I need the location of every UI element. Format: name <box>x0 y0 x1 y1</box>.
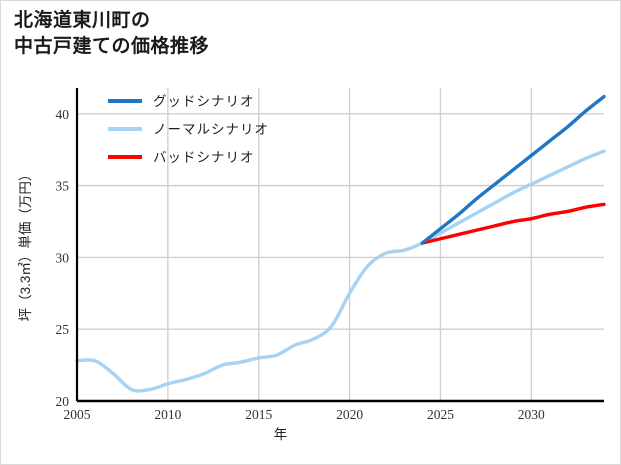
x-tick-label: 2005 <box>64 407 91 422</box>
series-line-バッドシナリオ <box>420 202 606 245</box>
x-tick-label: 2030 <box>518 407 545 422</box>
y-tick-label: 40 <box>56 107 70 122</box>
y-tick-label: 20 <box>56 394 70 409</box>
y-tick-label: 25 <box>56 322 70 337</box>
y-axis-title: 坪（3.3㎡）単価（万円） <box>18 168 33 322</box>
y-tick-label: 35 <box>56 179 70 194</box>
x-axis-title: 年 <box>274 427 288 442</box>
series-line-グッドシナリオ <box>420 94 606 245</box>
chart-title: 北海道東川町の 中古戸建ての価格推移 <box>14 10 210 57</box>
legend-label-0: グッドシナリオ <box>153 94 255 109</box>
legend-label-1: ノーマルシナリオ <box>153 122 269 137</box>
x-tick-label: 2020 <box>336 407 363 422</box>
x-tick-label: 2010 <box>154 407 181 422</box>
x-tick-label: 2015 <box>245 407 272 422</box>
x-tick-label: 2025 <box>427 407 454 422</box>
series-line-ノーマルシナリオ <box>75 149 606 393</box>
y-tick-label: 30 <box>56 250 70 265</box>
legend-label-2: バッドシナリオ <box>153 150 255 165</box>
